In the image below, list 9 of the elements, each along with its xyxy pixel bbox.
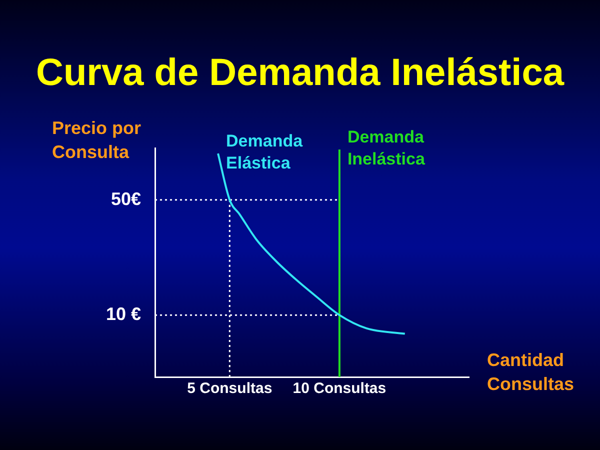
x-axis-title: Cantidad Consultas <box>487 349 574 396</box>
series-label: Demanda Elástica <box>226 132 304 173</box>
series-label: Demanda Inelástica <box>347 128 426 169</box>
x-tick-label: 10 Consultas <box>292 380 386 398</box>
y-tick-label: 10 € <box>106 304 141 324</box>
x-tick-label: 5 Consultas <box>187 380 272 398</box>
y-axis-title: Precio por Consulta <box>52 117 142 164</box>
chart-title: Curva de Demanda Inelástica <box>35 52 566 95</box>
y-tick-label: 50€ <box>110 188 141 209</box>
